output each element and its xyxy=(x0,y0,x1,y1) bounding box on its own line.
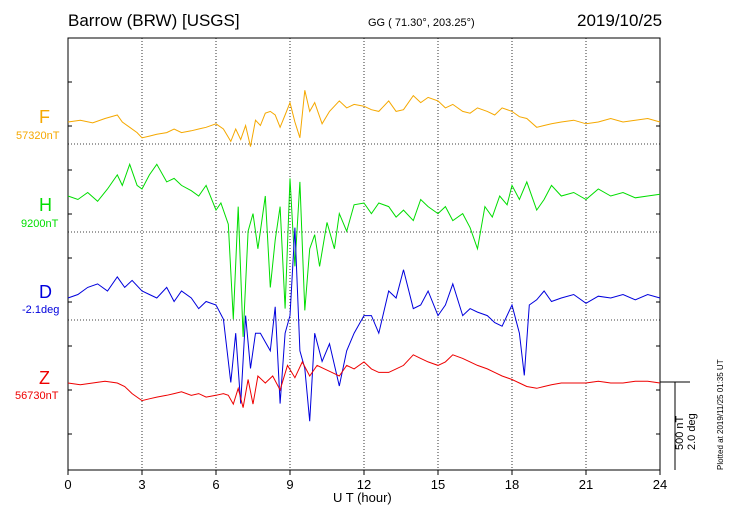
x-tick-label: 12 xyxy=(357,477,371,492)
channel-baseline-z: 56730nT xyxy=(15,390,59,402)
channel-baseline-h: 9200nT xyxy=(21,218,59,230)
series-line-z xyxy=(67,354,661,408)
x-axis-label: U T (hour) xyxy=(333,490,392,505)
channel-letter-h: H xyxy=(39,195,52,215)
x-tick-label: 9 xyxy=(286,477,293,492)
x-tick-label: 18 xyxy=(505,477,519,492)
coordinates-label: GG ( 71.30°, 203.25°) xyxy=(368,17,475,29)
channel-baseline-f: 57320nT xyxy=(16,130,60,142)
station-title: Barrow (BRW) [USGS] xyxy=(68,11,240,30)
channel-letter-f: F xyxy=(39,107,50,127)
traces xyxy=(67,90,661,422)
series-line-f xyxy=(67,90,661,147)
series-line-h xyxy=(67,162,661,337)
x-tick-label: 0 xyxy=(64,477,71,492)
scale-label: 500 nT 2.0 deg xyxy=(674,413,698,450)
date-label: 2019/10/25 xyxy=(577,11,663,30)
scale-label-deg: 2.0 deg xyxy=(686,413,698,450)
channel-letter-d: D xyxy=(39,282,52,302)
x-tick-label: 15 xyxy=(431,477,445,492)
series-line-d xyxy=(67,227,661,422)
x-tick-label: 21 xyxy=(579,477,593,492)
channel-baseline-d: -2.1deg xyxy=(22,304,60,316)
scale-label-nt: 500 nT xyxy=(674,415,686,450)
x-tick-label: 24 xyxy=(653,477,667,492)
channel-letter-z: Z xyxy=(39,368,50,388)
x-axis: 0 3 6 9 12 15 18 21 24 xyxy=(64,81,667,492)
scale-bar xyxy=(660,381,690,470)
plotted-note: Plotted at 2019/11/25 01:35 UT xyxy=(716,359,725,470)
x-tick-label: 6 xyxy=(212,477,219,492)
grid xyxy=(68,38,660,470)
x-tick-label: 3 xyxy=(138,477,145,492)
